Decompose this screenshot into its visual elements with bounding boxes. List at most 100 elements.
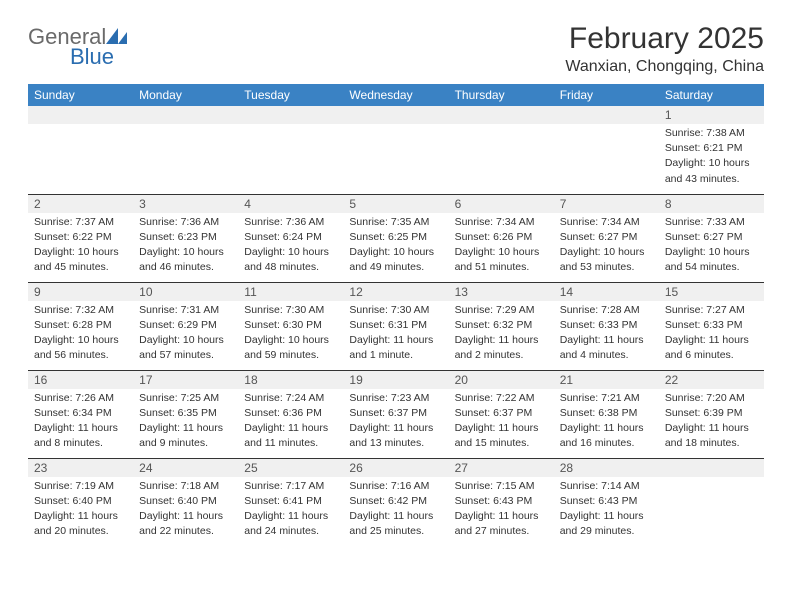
daylight-text: Daylight: 11 hours [244,509,337,523]
day-number [554,106,659,124]
calendar-week-row: 23 Sunrise: 7:19 AM Sunset: 6:40 PM Dayligh… [28,458,764,546]
calendar-week-row: 9Sunrise: 7:32 AMSunset: 6:28 PMDaylight… [28,282,764,370]
day-number: 10 [133,283,238,301]
day-details: Sunrise: 7:33 AMSunset: 6:27 PMDaylight:… [659,213,764,280]
sunrise-text: Sunrise: 7:29 AM [455,303,548,317]
daylight-text: Daylight: 11 hours [349,333,442,347]
day-number: 23 [28,459,133,477]
daylight-text: Daylight: 11 hours [455,421,548,435]
day-details: Sunrise: 7:27 AMSunset: 6:33 PMDaylight:… [659,301,764,368]
sunset-text: Sunset: 6:42 PM [349,494,442,508]
daylight-text: Daylight: 11 hours [244,421,337,435]
daylight-text: and 43 minutes. [665,172,758,186]
day-details: Sunrise: 7:36 AMSunset: 6:23 PMDaylight:… [133,213,238,280]
sunrise-text: Sunrise: 7:20 AM [665,391,758,405]
day-number: 3 [133,195,238,213]
sunset-text: Sunset: 6:37 PM [349,406,442,420]
logo-triangle-icon [106,28,118,44]
weekday-header: Monday [133,84,238,106]
sunrise-text: Sunrise: 7:30 AM [349,303,442,317]
calendar-cell: 28Sunrise: 7:14 AMSunset: 6:43 PMDayligh… [554,458,659,546]
daylight-text: and 29 minutes. [560,524,653,538]
logo-text-blue: Blue [70,44,114,70]
month-title: February 2025 [565,22,764,56]
day-details: Sunrise: 7:26 AMSunset: 6:34 PMDaylight:… [28,389,133,456]
daylight-text: Daylight: 10 hours [244,333,337,347]
sunrise-text: Sunrise: 7:37 AM [34,215,127,229]
day-number [133,106,238,124]
day-number: 11 [238,283,343,301]
day-number: 26 [343,459,448,477]
sunset-text: Sunset: 6:35 PM [139,406,232,420]
calendar-cell [554,106,659,194]
weekday-header: Sunday [28,84,133,106]
daylight-text: Daylight: 11 hours [349,421,442,435]
sunset-text: Sunset: 6:28 PM [34,318,127,332]
calendar-cell: 9Sunrise: 7:32 AMSunset: 6:28 PMDaylight… [28,282,133,370]
calendar-cell: 13Sunrise: 7:29 AMSunset: 6:32 PMDayligh… [449,282,554,370]
calendar-cell: 22Sunrise: 7:20 AMSunset: 6:39 PMDayligh… [659,370,764,458]
title-block: February 2025 Wanxian, Chongqing, China [565,22,764,76]
calendar-cell: 10Sunrise: 7:31 AMSunset: 6:29 PMDayligh… [133,282,238,370]
daylight-text: and 56 minutes. [34,348,127,362]
daylight-text: Daylight: 10 hours [349,245,442,259]
sunrise-text: Sunrise: 7:36 AM [139,215,232,229]
day-number [449,106,554,124]
sunset-text: Sunset: 6:43 PM [560,494,653,508]
day-details: Sunrise: 7:28 AMSunset: 6:33 PMDaylight:… [554,301,659,368]
day-details: Sunrise: 7:21 AMSunset: 6:38 PMDaylight:… [554,389,659,456]
sunrise-text: Sunrise: 7:27 AM [665,303,758,317]
daylight-text: Daylight: 10 hours [244,245,337,259]
daylight-text: Daylight: 11 hours [34,509,127,523]
day-details: Sunrise: 7:38 AMSunset: 6:21 PMDaylight:… [659,124,764,191]
sunset-text: Sunset: 6:21 PM [665,141,758,155]
sunrise-text: Sunrise: 7:15 AM [455,479,548,493]
day-number: 25 [238,459,343,477]
day-details: Sunrise: 7:20 AMSunset: 6:39 PMDaylight:… [659,389,764,456]
day-details: Sunrise: 7:17 AMSunset: 6:41 PMDaylight:… [238,477,343,544]
sunset-text: Sunset: 6:38 PM [560,406,653,420]
sunset-text: Sunset: 6:24 PM [244,230,337,244]
sunrise-text: Sunrise: 7:33 AM [665,215,758,229]
sunset-text: Sunset: 6:43 PM [455,494,548,508]
sunset-text: Sunset: 6:40 PM [139,494,232,508]
weekday-header: Saturday [659,84,764,106]
daylight-text: and 54 minutes. [665,260,758,274]
sunrise-text: Sunrise: 7:24 AM [244,391,337,405]
calendar-cell: 21Sunrise: 7:21 AMSunset: 6:38 PMDayligh… [554,370,659,458]
daylight-text: Daylight: 11 hours [560,509,653,523]
day-number: 12 [343,283,448,301]
day-number [659,459,764,477]
day-details: Sunrise: 7:30 AMSunset: 6:30 PMDaylight:… [238,301,343,368]
sunrise-text: Sunrise: 7:25 AM [139,391,232,405]
daylight-text: Daylight: 10 hours [560,245,653,259]
calendar-cell: 27Sunrise: 7:15 AMSunset: 6:43 PMDayligh… [449,458,554,546]
day-number: 16 [28,371,133,389]
calendar-cell: 12Sunrise: 7:30 AMSunset: 6:31 PMDayligh… [343,282,448,370]
daylight-text: Daylight: 10 hours [139,245,232,259]
sunset-text: Sunset: 6:26 PM [455,230,548,244]
daylight-text: and 1 minute. [349,348,442,362]
calendar-cell: 6Sunrise: 7:34 AMSunset: 6:26 PMDaylight… [449,194,554,282]
sunset-text: Sunset: 6:27 PM [665,230,758,244]
day-details: Sunrise: 7:34 AMSunset: 6:26 PMDaylight:… [449,213,554,280]
sunrise-text: Sunrise: 7:21 AM [560,391,653,405]
day-details: Sunrise: 7:32 AMSunset: 6:28 PMDaylight:… [28,301,133,368]
calendar-cell: 18Sunrise: 7:24 AMSunset: 6:36 PMDayligh… [238,370,343,458]
weekday-header: Friday [554,84,659,106]
daylight-text: and 24 minutes. [244,524,337,538]
day-number: 4 [238,195,343,213]
day-number: 24 [133,459,238,477]
daylight-text: and 53 minutes. [560,260,653,274]
daylight-text: Daylight: 11 hours [455,509,548,523]
sunrise-text: Sunrise: 7:30 AM [244,303,337,317]
sunrise-text: Sunrise: 7:19 AM [34,479,127,493]
calendar-cell: 19Sunrise: 7:23 AMSunset: 6:37 PMDayligh… [343,370,448,458]
logo: GeneralBlue [28,22,158,72]
day-number: 28 [554,459,659,477]
day-number: 1 [659,106,764,124]
daylight-text: Daylight: 11 hours [139,421,232,435]
weekday-header: Tuesday [238,84,343,106]
day-details: Sunrise: 7:16 AMSunset: 6:42 PMDaylight:… [343,477,448,544]
calendar-cell [238,106,343,194]
